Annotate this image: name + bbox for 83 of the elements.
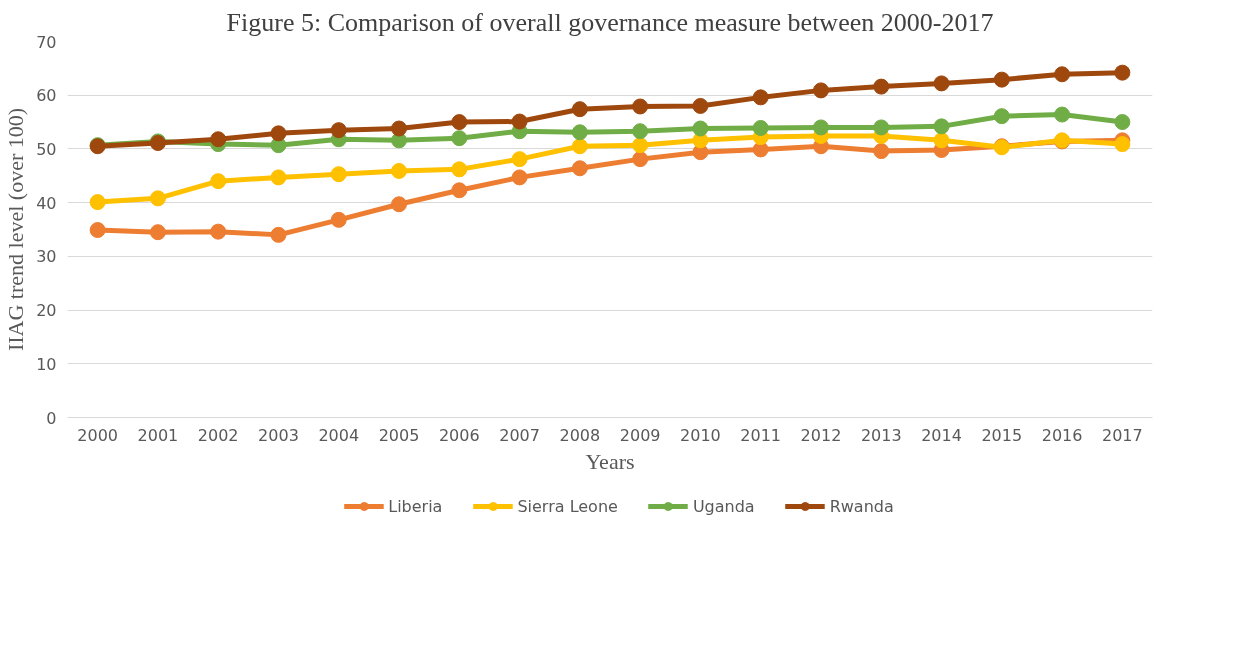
point xyxy=(89,194,106,211)
point xyxy=(933,118,950,135)
point xyxy=(812,82,829,99)
point xyxy=(210,223,227,240)
point xyxy=(149,190,166,207)
point xyxy=(1114,114,1131,131)
point xyxy=(270,169,287,186)
point xyxy=(391,162,408,179)
point xyxy=(993,108,1010,125)
y-axis-title: IIAG trend level (over 100) xyxy=(3,107,29,352)
legend-label: Liberia xyxy=(388,496,443,516)
legend-label: Rwanda xyxy=(829,496,894,516)
point xyxy=(391,120,408,137)
x-tick-label: 2012 xyxy=(800,425,842,445)
y-tick-label: 40 xyxy=(36,193,57,213)
point xyxy=(210,131,227,148)
point xyxy=(270,125,287,142)
point xyxy=(1054,106,1071,123)
x-tick-label: 2017 xyxy=(1102,425,1143,445)
x-tick-label: 2014 xyxy=(921,425,962,445)
point xyxy=(391,196,408,213)
y-tick-label: 50 xyxy=(36,139,57,159)
x-tick-label: 2009 xyxy=(619,425,661,445)
point xyxy=(1114,136,1131,153)
x-tick-label: 2011 xyxy=(740,425,782,445)
point xyxy=(149,224,166,241)
x-tick-label: 2006 xyxy=(438,425,480,445)
point xyxy=(632,137,649,154)
point xyxy=(451,182,468,199)
point xyxy=(571,160,588,177)
x-axis-title: Years xyxy=(585,448,635,474)
point xyxy=(451,114,468,131)
point xyxy=(330,211,347,228)
legend-label: Uganda xyxy=(692,496,755,516)
y-tick-label: 60 xyxy=(36,86,57,106)
point xyxy=(632,98,649,115)
point xyxy=(752,119,769,136)
x-tick-label: 2005 xyxy=(378,425,420,445)
x-tick-label: 2016 xyxy=(1041,425,1083,445)
y-tick-label: 30 xyxy=(36,247,57,267)
point xyxy=(330,166,347,183)
y-tick-label: 70 xyxy=(36,32,57,52)
point xyxy=(571,124,588,141)
point xyxy=(873,78,890,95)
point xyxy=(933,75,950,92)
x-tick-label: 2015 xyxy=(981,425,1023,445)
x-tick-label: 2007 xyxy=(499,425,540,445)
point xyxy=(752,89,769,106)
point xyxy=(812,119,829,136)
point xyxy=(511,169,528,186)
x-tick-label: 2003 xyxy=(258,425,299,445)
x-tick-label: 2013 xyxy=(860,425,902,445)
point xyxy=(270,226,287,243)
point xyxy=(873,143,890,160)
point xyxy=(692,97,709,114)
point xyxy=(451,161,468,178)
x-tick-label: 2010 xyxy=(680,425,721,445)
point xyxy=(511,113,528,130)
x-tick-label: 2008 xyxy=(559,425,601,445)
point xyxy=(210,173,227,190)
point xyxy=(993,71,1010,88)
point xyxy=(571,138,588,155)
x-tick-label: 2001 xyxy=(137,425,179,445)
point xyxy=(330,122,347,139)
point xyxy=(571,101,588,118)
y-tick-label: 10 xyxy=(36,354,57,374)
x-tick-label: 2000 xyxy=(77,425,118,445)
point xyxy=(451,130,468,147)
point xyxy=(873,119,890,136)
point xyxy=(511,151,528,168)
x-tick-label: 2002 xyxy=(197,425,239,445)
y-tick-label: 20 xyxy=(36,301,57,321)
point xyxy=(89,222,106,239)
point xyxy=(692,120,709,137)
point xyxy=(1114,64,1131,81)
point xyxy=(1054,66,1071,83)
y-tick-label: 0 xyxy=(46,408,57,428)
chart-title: Figure 5: Comparison of overall governance measure between 2000-2017 xyxy=(226,7,994,37)
x-tick-label: 2004 xyxy=(318,425,360,445)
point xyxy=(632,151,649,168)
point xyxy=(632,123,649,140)
legend-label: Sierra Leone xyxy=(517,496,618,516)
point xyxy=(933,132,950,149)
